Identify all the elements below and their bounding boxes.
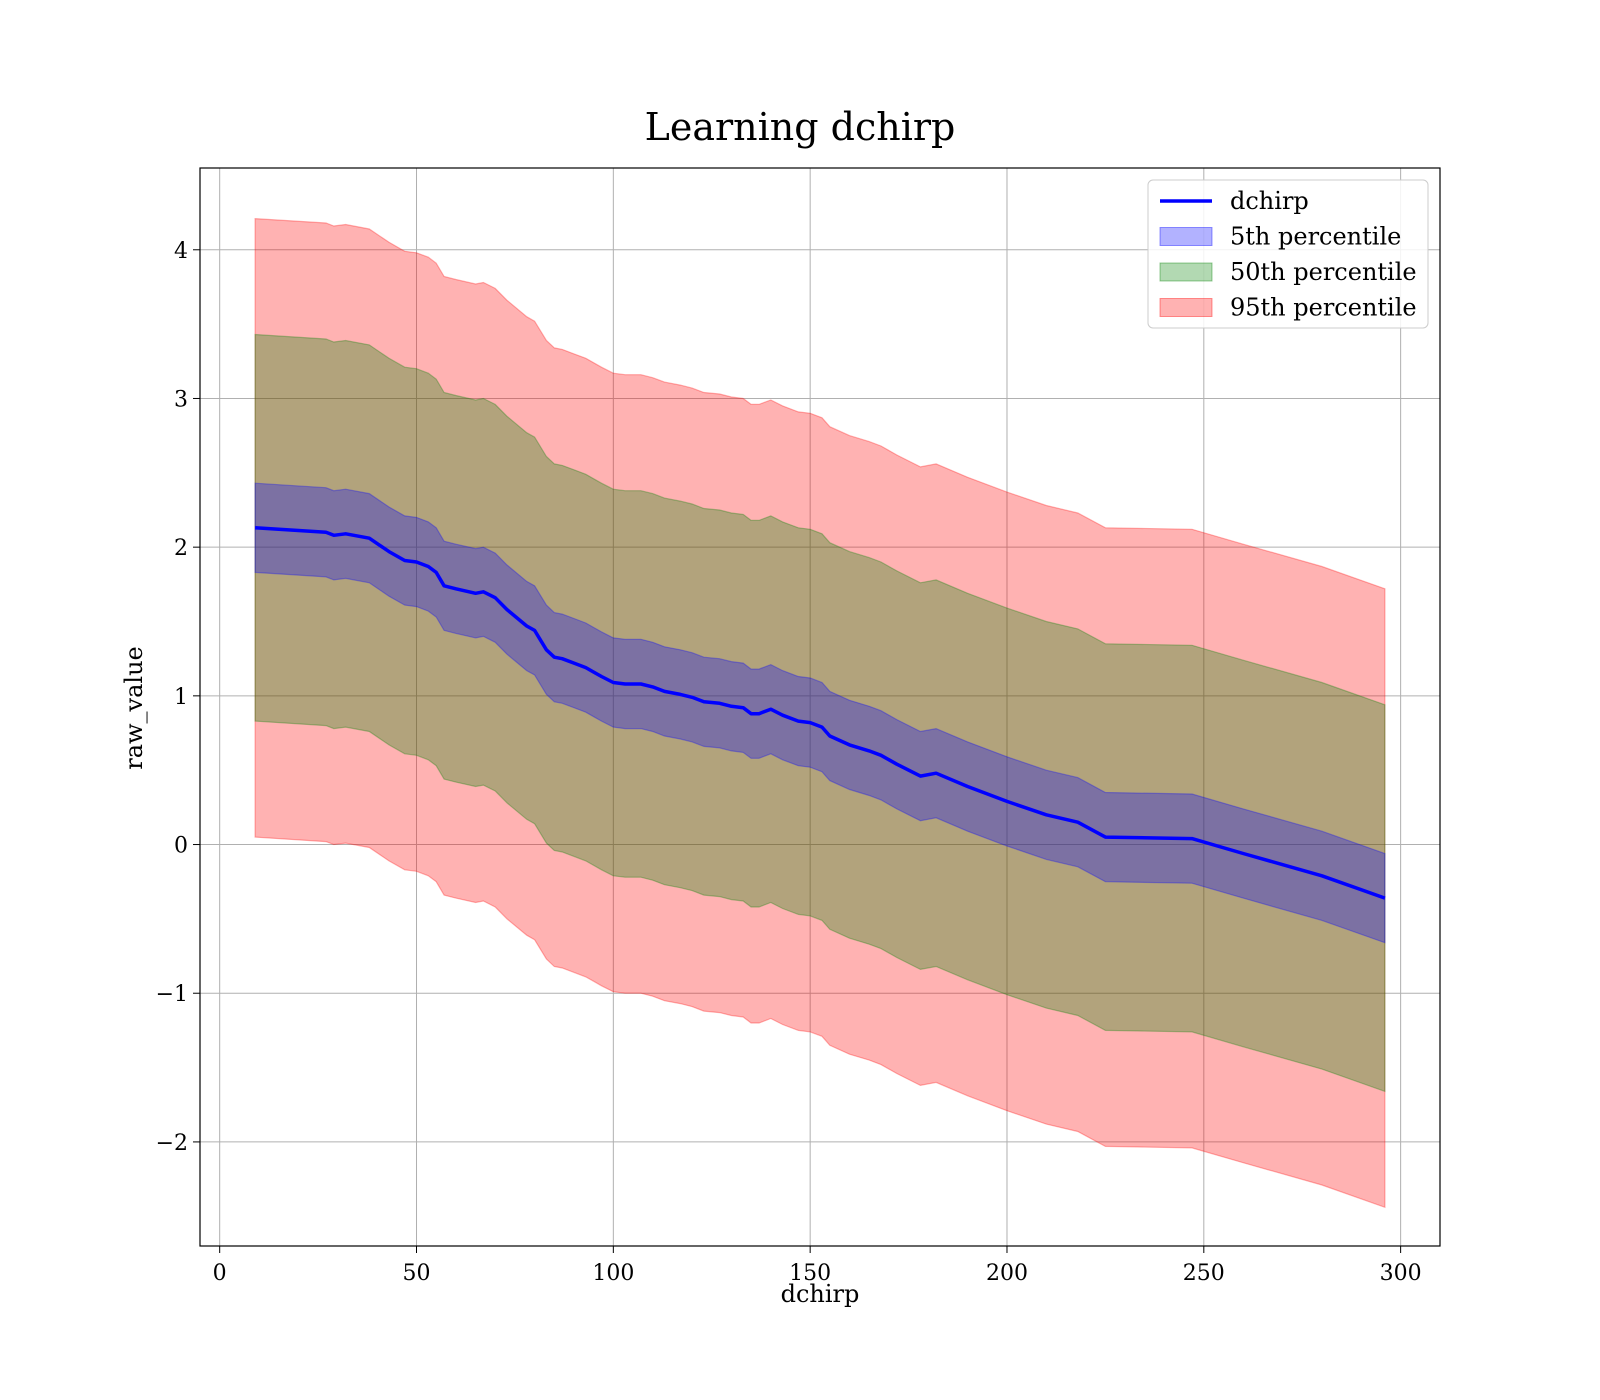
legend-swatch-band [1159,298,1213,317]
y-tick-label: 3 [174,387,188,412]
x-tick-label: 300 [1380,1261,1422,1286]
y-tick-label: −1 [156,982,188,1007]
x-tick-label: 250 [1183,1261,1225,1286]
legend-label: 50th percentile [1230,258,1417,286]
y-tick-label: 0 [174,834,188,859]
legend-swatch-band [1159,262,1213,282]
band-50th [254,333,1386,1093]
legend-frame [1147,179,1429,329]
legend-label: 5th percentile [1230,223,1401,251]
plot-frame [199,167,1441,1247]
y-tick-label: 4 [174,239,188,264]
y-axis-label: raw_value [120,646,148,770]
x-tick-label: 200 [986,1261,1028,1286]
legend-label: 95th percentile [1230,294,1417,322]
y-tick-label: 1 [174,685,188,710]
x-axis-ticks: 0 50 100 150 200 250 300 [213,1246,1422,1286]
y-tick-label: 2 [174,536,188,561]
x-tick-label: 0 [213,1261,227,1286]
y-axis-ticks: −2 −1 0 1 2 3 4 [156,239,200,1156]
series-line-dchirp [254,526,1386,900]
legend-label: dchirp [1230,187,1309,215]
x-tick-label: 100 [592,1261,634,1286]
band-95th [254,217,1386,1209]
legend-swatch-band [1159,227,1213,246]
band-5th [254,482,1386,944]
legend: dchirp 5th percentile 50th percentile 95th … [1147,179,1429,329]
series-lines [254,526,1386,900]
chart-title: Learning dchirp [645,105,956,149]
percentile-bands [254,217,1386,1209]
y-tick-label: −2 [156,1131,188,1156]
x-tick-label: 50 [403,1261,431,1286]
x-axis-label: dchirp [781,1280,860,1308]
x-tick-label: 150 [789,1261,831,1286]
